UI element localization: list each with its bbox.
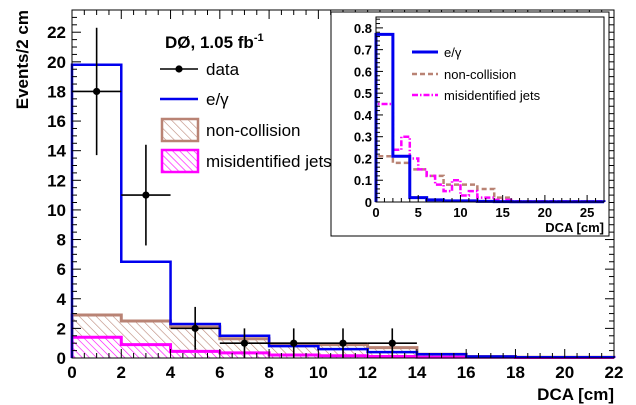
data-point bbox=[339, 339, 347, 347]
inset-y-tick-label: 0.1 bbox=[354, 173, 372, 188]
inset-frame bbox=[375, 16, 605, 203]
data-point bbox=[142, 191, 150, 199]
y-tick-label: 4 bbox=[57, 290, 67, 309]
data-point bbox=[290, 339, 298, 347]
legend-misidentified-jets-label: misidentified jets bbox=[206, 152, 332, 171]
inset-x-tick-label: 25 bbox=[580, 205, 594, 220]
x-tick-label: 2 bbox=[117, 363, 126, 382]
inset-y-tick-label: 0.5 bbox=[354, 86, 372, 101]
inset-legend-misidentified-jets-label: misidentified jets bbox=[444, 88, 541, 103]
inset-y-tick-label: 0.7 bbox=[354, 43, 372, 58]
y-tick-label: 16 bbox=[47, 112, 66, 131]
non-collision-fill bbox=[72, 315, 614, 358]
x-tick-label: 4 bbox=[166, 363, 176, 382]
x-tick-label: 12 bbox=[358, 363, 377, 382]
inset-y-tick-label: 0.4 bbox=[354, 108, 373, 123]
x-tick-label: 20 bbox=[555, 363, 574, 382]
inset-y-tick-label: 0 bbox=[365, 195, 372, 210]
inset-legend-e-gamma-label: e/γ bbox=[444, 45, 462, 60]
data-point bbox=[93, 87, 101, 96]
legend-data-label: data bbox=[206, 60, 240, 79]
x-tick-label: 10 bbox=[309, 363, 328, 382]
inset-y-tick-label: 0.6 bbox=[354, 64, 372, 79]
legend-title-sup: -1 bbox=[254, 32, 264, 44]
y-tick-label: 18 bbox=[47, 82, 66, 101]
x-axis-label: DCA [cm] bbox=[537, 385, 614, 404]
inset-y-tick-label: 0.8 bbox=[354, 21, 372, 36]
legend-data-marker bbox=[175, 65, 183, 73]
legend-non-collision-label: non-collision bbox=[206, 121, 301, 140]
main-legend: DØ, 1.05 fb-1 data e/γ non-collision misiden… bbox=[160, 32, 332, 174]
y-tick-label: 22 bbox=[47, 23, 66, 42]
y-tick-label: 6 bbox=[57, 260, 66, 279]
y-tick-label: 20 bbox=[47, 53, 66, 72]
x-tick-label: 6 bbox=[215, 363, 224, 382]
inset-y-tick-label: 0.2 bbox=[354, 151, 372, 166]
inset-plot: 0 5 10 15 20 25 0 0.1 0.2 0.3 0.4 0.5 0.6 0.7 0.8 DCA [… bbox=[330, 11, 610, 237]
legend-e-gamma-label: e/γ bbox=[206, 90, 229, 109]
y-axis-label: Events/2 cm bbox=[13, 10, 32, 109]
data-point bbox=[388, 339, 396, 347]
y-tick-label: 0 bbox=[57, 349, 66, 368]
x-tick-label: 0 bbox=[67, 363, 76, 382]
inset-legend-non-collision-label: non-collision bbox=[444, 67, 516, 82]
y-tick-label: 10 bbox=[47, 201, 66, 220]
inset-x-tick-label: 5 bbox=[415, 205, 422, 220]
inset-x-axis-label: DCA [cm] bbox=[545, 220, 604, 235]
data-point bbox=[240, 339, 249, 347]
inset-y-tick-label: 0.3 bbox=[354, 130, 372, 145]
x-tick-label: 22 bbox=[605, 363, 624, 382]
y-tick-label: 12 bbox=[47, 171, 66, 190]
inset-x-tick-label: 15 bbox=[495, 205, 509, 220]
legend-title-main: DØ, 1.05 fb bbox=[165, 33, 254, 52]
legend-misidentified-jets-swatch bbox=[160, 148, 200, 174]
y-tick-label: 8 bbox=[57, 231, 66, 250]
main-plot: 0 2 4 6 8 10 12 14 16 18 20 22 0 2 4 6 8 10 12 14 16 18 20 22 DC… bbox=[13, 9, 624, 404]
y-tick-label: 2 bbox=[57, 319, 66, 338]
legend-title: DØ, 1.05 fb-1 bbox=[165, 32, 264, 52]
y-tick-label: 14 bbox=[47, 142, 66, 161]
inset-x-tick-label: 10 bbox=[453, 205, 467, 220]
x-tick-label: 14 bbox=[407, 363, 426, 382]
inset-x-tick-label: 0 bbox=[372, 205, 379, 220]
legend-non-collision-swatch bbox=[160, 117, 200, 143]
x-tick-label: 16 bbox=[457, 363, 476, 382]
inset-x-tick-label: 20 bbox=[538, 205, 552, 220]
x-tick-label: 8 bbox=[264, 363, 273, 382]
x-tick-label: 18 bbox=[506, 363, 525, 382]
data-point bbox=[191, 324, 199, 332]
